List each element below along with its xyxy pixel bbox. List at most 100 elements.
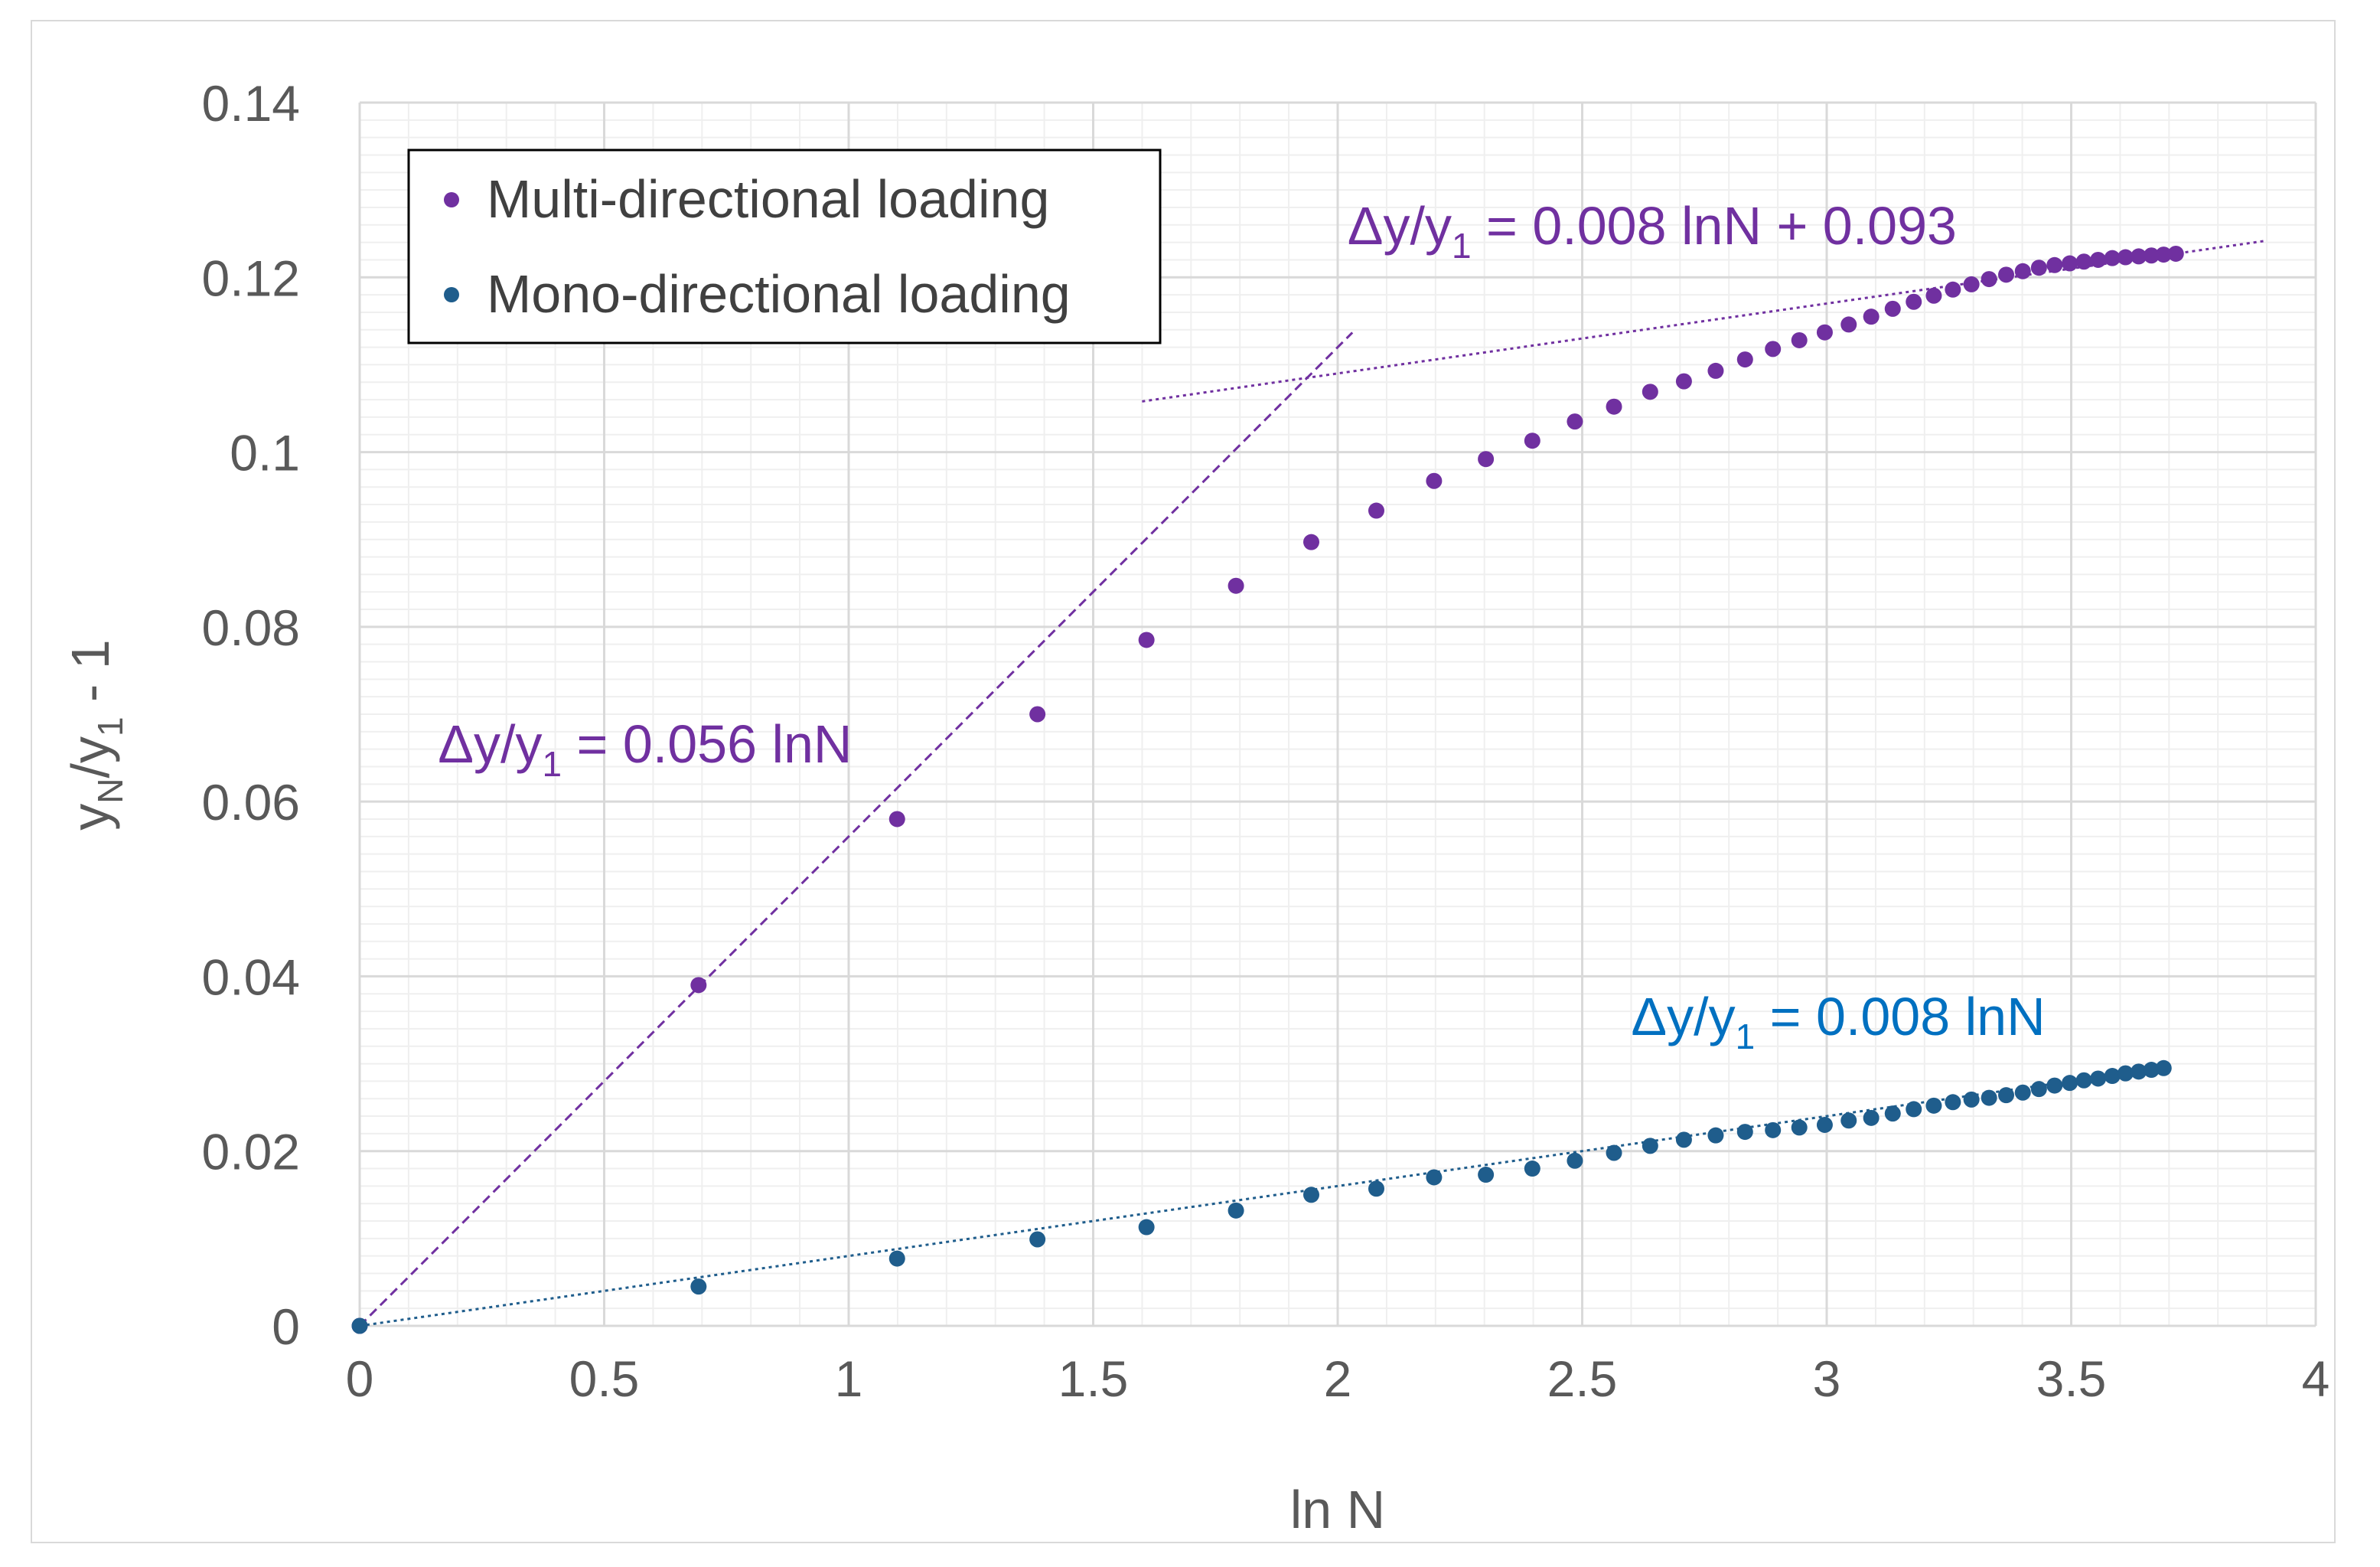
point-multi <box>1736 351 1753 368</box>
point-multi <box>1981 271 1997 288</box>
point-mono <box>2062 1075 2078 1092</box>
point-mono <box>2104 1068 2121 1085</box>
point-mono <box>1478 1167 1495 1183</box>
trendlines <box>358 239 2268 1327</box>
legend-label-mono: Mono-directional loading <box>487 264 1071 324</box>
point-multi <box>1567 413 1583 430</box>
x-tick-label: 0 <box>346 1350 374 1407</box>
point-multi <box>1426 472 1443 489</box>
point-mono <box>888 1250 905 1267</box>
point-multi <box>1368 502 1384 519</box>
point-mono <box>2117 1065 2134 1082</box>
legend-box <box>407 149 1162 344</box>
equation-eq-multi-late: Δy/y1 = 0.008 lnN + 0.093 <box>1348 196 1957 266</box>
major-gridlines <box>358 101 2317 1327</box>
y-tick-label: 0.06 <box>202 774 300 831</box>
point-mono <box>2155 1059 2172 1076</box>
y-axis-title-sub-n: N <box>90 778 130 803</box>
point-multi <box>1642 384 1658 400</box>
point-multi <box>2143 247 2160 264</box>
point-mono <box>1302 1187 1319 1203</box>
point-multi <box>1302 534 1319 550</box>
equation-post: = 0.008 lnN + 0.093 <box>1472 196 1957 256</box>
point-multi <box>888 811 905 828</box>
y-tick-label: 0 <box>272 1298 300 1355</box>
point-mono <box>2014 1084 2031 1101</box>
x-tick-label: 3.5 <box>2036 1350 2107 1407</box>
equation-sub: 1 <box>1736 1017 1756 1056</box>
point-mono <box>1981 1089 1997 1106</box>
point-mono <box>1426 1169 1443 1186</box>
y-axis-title-main: y <box>60 804 120 831</box>
x-tick-label: 0.5 <box>569 1350 640 1407</box>
point-mono <box>1945 1094 1961 1111</box>
y-tick-label: 0.04 <box>202 948 300 1005</box>
y-tick-label: 0.1 <box>230 425 300 482</box>
point-multi <box>1884 300 1901 317</box>
y-tick-label: 0.08 <box>202 599 300 656</box>
x-tick-label: 3 <box>1813 1350 1841 1407</box>
equation-eq-mono: Δy/y1 = 0.008 lnN <box>1631 987 2045 1056</box>
legend-marker-multi <box>444 192 459 207</box>
point-multi <box>1227 577 1244 594</box>
point-multi <box>2014 263 2031 279</box>
point-multi <box>2131 248 2147 265</box>
x-tick-label: 2 <box>1324 1350 1352 1407</box>
equation-eq-multi-initial: Δy/y1 = 0.056 lnN <box>438 714 852 784</box>
point-multi <box>1863 309 1880 325</box>
point-multi <box>1765 341 1782 357</box>
equation-sub: 1 <box>1452 226 1472 266</box>
x-tick-label: 1.5 <box>1058 1350 1129 1407</box>
point-multi <box>1963 276 1980 292</box>
point-mono <box>1791 1119 1808 1136</box>
point-mono <box>1707 1127 1724 1144</box>
point-mono <box>1642 1138 1658 1154</box>
point-mono <box>1736 1124 1753 1141</box>
x-tick-label: 4 <box>2302 1350 2330 1407</box>
y-tick-label: 0.12 <box>202 250 300 306</box>
point-multi <box>1707 362 1724 379</box>
point-multi <box>2117 249 2134 266</box>
y-axis-title-sub-1: 1 <box>90 717 130 736</box>
point-multi <box>1524 433 1540 449</box>
legend-marker-mono <box>444 287 459 302</box>
point-mono <box>2075 1072 2092 1089</box>
point-mono <box>1567 1152 1583 1169</box>
point-mono <box>2143 1062 2160 1079</box>
point-mono <box>1606 1144 1622 1161</box>
point-mono <box>1816 1116 1833 1133</box>
y-axis-title-tail: - 1 <box>60 639 120 717</box>
point-multi <box>1138 632 1155 648</box>
point-multi <box>2167 245 2184 262</box>
point-multi <box>1906 293 1922 310</box>
point-multi <box>1998 266 2015 283</box>
point-mono <box>1675 1131 1692 1148</box>
legend: Multi-directional loading Mono-direction… <box>407 149 1162 344</box>
equation-pre: Δy/y <box>1631 987 1735 1046</box>
point-mono <box>2030 1081 2047 1098</box>
point-multi <box>1945 281 1961 298</box>
equation-sub: 1 <box>542 744 562 784</box>
x-tick-label: 2.5 <box>1547 1350 1618 1407</box>
point-multi <box>1925 287 1942 304</box>
point-multi <box>1029 706 1046 723</box>
x-tick-labels: 0 0.5 1 1.5 2 2.5 3 3.5 4 <box>346 1350 2330 1407</box>
point-mono <box>1765 1121 1782 1138</box>
point-multi <box>1816 324 1833 341</box>
point-mono <box>1963 1091 1980 1108</box>
point-mono <box>1227 1202 1244 1219</box>
point-mono <box>1138 1219 1155 1236</box>
point-multi <box>2062 255 2078 272</box>
point-multi <box>2046 256 2063 273</box>
point-mono <box>351 1317 368 1334</box>
equation-pre: Δy/y <box>438 714 542 774</box>
point-multi <box>1791 331 1808 348</box>
y-tick-label: 0.02 <box>202 1124 300 1180</box>
trendline-multi-initial <box>358 331 1354 1327</box>
x-axis-title: ln N <box>1290 1480 1385 1539</box>
point-multi <box>1478 451 1495 468</box>
point-mono <box>1029 1231 1046 1248</box>
data-points <box>351 245 2184 1334</box>
